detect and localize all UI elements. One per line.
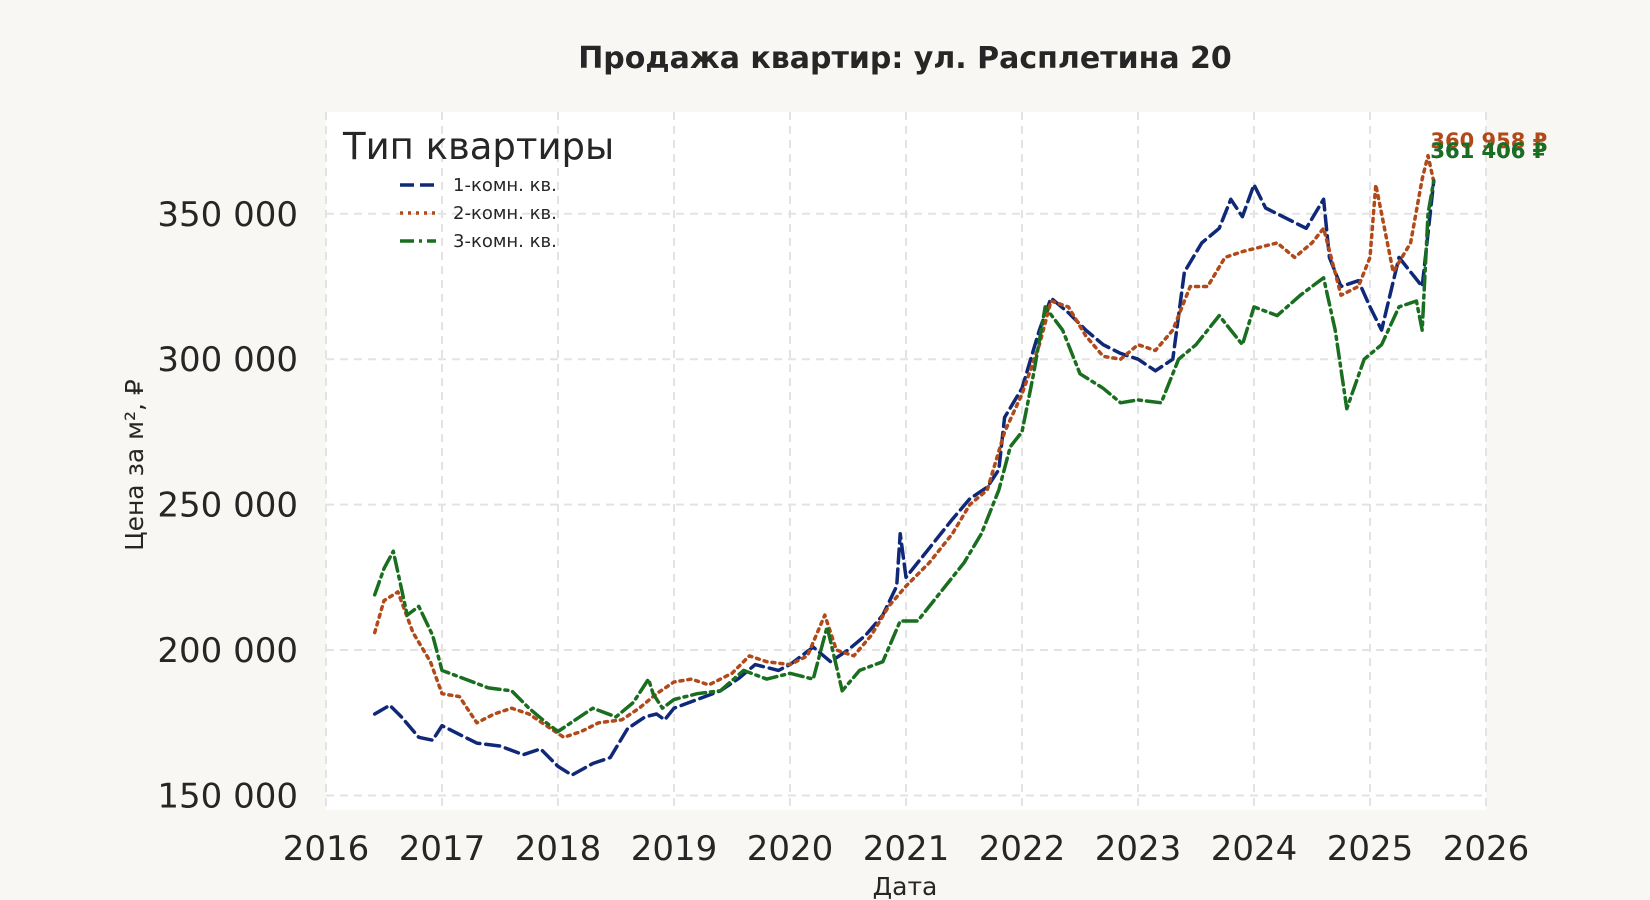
x-tick-label: 2026 — [1443, 829, 1530, 869]
grid — [325, 112, 1487, 810]
x-tick-label: 2019 — [631, 829, 718, 869]
x-tick-label: 2016 — [283, 829, 370, 869]
x-tick-label: 2021 — [863, 829, 950, 869]
x-tick-label: 2017 — [399, 829, 486, 869]
series-line-3 — [372, 178, 1436, 734]
y-tick-label: 150 000 — [157, 776, 298, 816]
y-tick-label: 300 000 — [157, 340, 298, 380]
end-label-3: 361 406 ₽ — [1430, 139, 1547, 163]
legend: Тип квартиры 1-комн. кв. 2-комн. кв. 3-ком… — [342, 125, 614, 252]
series-group — [372, 153, 1436, 777]
x-tick-label: 2023 — [1095, 829, 1182, 869]
y-tick-labels: 150 000 200 000 250 000 300 000 350 000 — [157, 195, 298, 817]
y-tick-label: 350 000 — [157, 195, 298, 235]
legend-item-3: 3-комн. кв. — [453, 231, 557, 252]
x-axis-label: Дата — [873, 872, 938, 900]
legend-title: Тип квартиры — [342, 125, 614, 168]
end-labels: 361 406 ₽360 958 ₽361 406 ₽ — [1430, 129, 1547, 163]
end-label-2: 360 958 ₽ — [1430, 129, 1547, 153]
chart-title: Продажа квартир: ул. Расплетина 20 — [578, 41, 1232, 76]
series-line-1 — [372, 178, 1436, 777]
x-tick-label: 2024 — [1211, 829, 1298, 869]
x-tick-labels: 2016 2017 2018 2019 2020 2021 2022 2023 2024 2025… — [283, 829, 1530, 869]
x-tick-label: 2025 — [1327, 829, 1414, 869]
y-tick-label: 200 000 — [157, 631, 298, 671]
x-tick-label: 2020 — [747, 829, 834, 869]
legend-item-2: 2-комн. кв. — [453, 203, 557, 224]
x-tick-label: 2018 — [515, 829, 602, 869]
legend-item-1: 1-комн. кв. — [453, 175, 557, 196]
end-label-1: 361 406 ₽ — [1430, 139, 1547, 163]
x-tick-label: 2022 — [979, 829, 1066, 869]
y-tick-label: 250 000 — [157, 486, 298, 526]
series-line-2 — [372, 153, 1436, 740]
y-axis-label: Цена за м², ₽ — [120, 379, 149, 551]
